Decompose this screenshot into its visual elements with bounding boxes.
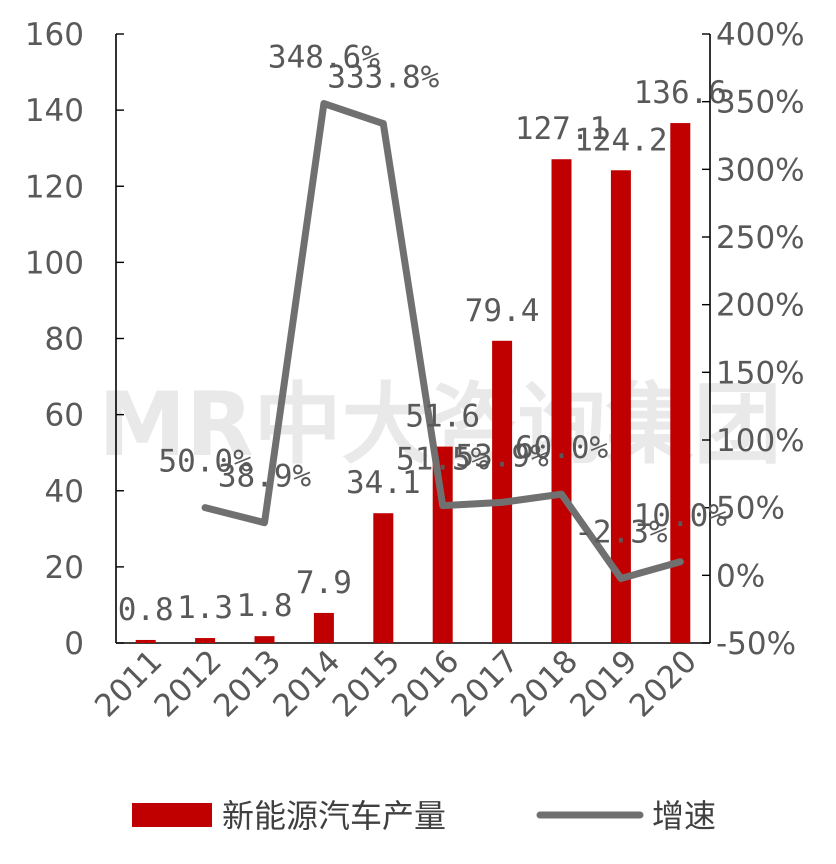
bar — [254, 636, 275, 643]
line-value-label: -2.3% — [574, 514, 668, 550]
bar-value-label: 1.3 — [177, 590, 233, 626]
line-value-label: 60.0% — [515, 430, 609, 466]
bar-value-label: 51.6 — [405, 399, 480, 435]
right-tick-label: 250% — [716, 220, 805, 256]
right-tick-label: 50% — [716, 491, 785, 527]
x-tick-label: 2011 — [88, 643, 169, 724]
right-tick-label: -50% — [716, 626, 796, 662]
line-value-label: 348.6% — [268, 40, 380, 76]
line-value-label: 53.9% — [455, 438, 549, 474]
bar — [135, 639, 156, 643]
bar-value-label: 136.6 — [634, 75, 727, 111]
x-tick-label: 2017 — [445, 643, 526, 724]
bar-series — [135, 123, 691, 644]
right-tick-label: 100% — [716, 423, 805, 459]
x-tick-label: 2014 — [266, 643, 347, 724]
line-value-label: 333.8% — [327, 60, 439, 96]
legend-bar-label: 新能源汽车产量 — [222, 797, 446, 835]
bar-value-label: 0.8 — [118, 592, 174, 628]
left-tick-label: 80 — [45, 322, 84, 358]
growth-line — [201, 100, 684, 582]
right-tick-label: 350% — [716, 85, 805, 121]
x-tick-label: 2016 — [385, 643, 466, 724]
right-tick-label: 300% — [716, 152, 805, 188]
bar — [670, 123, 691, 643]
bar-value-label: 34.1 — [346, 465, 421, 501]
bar — [313, 612, 334, 643]
right-tick-label: 200% — [716, 288, 805, 324]
bar-value-label: 7.9 — [296, 565, 352, 601]
x-tick-label: 2019 — [563, 643, 644, 724]
bar — [373, 513, 394, 643]
left-tick-label: 60 — [45, 398, 84, 434]
bar-value-label: 127.1 — [515, 111, 608, 147]
bar-value-label: 79.4 — [465, 293, 540, 329]
x-tick-label: 2020 — [623, 643, 704, 724]
left-tick-label: 20 — [45, 550, 84, 586]
line-value-label: 10.0% — [634, 498, 728, 534]
legend-bar-swatch — [132, 803, 212, 827]
x-tick-label: 2012 — [148, 643, 229, 724]
legend: 新能源汽车产量 增速 — [132, 797, 716, 835]
bar-value-label: 124.2 — [574, 122, 667, 158]
right-tick-label: 0% — [716, 558, 765, 594]
legend-line-label: 增速 — [652, 797, 716, 835]
left-tick-label: 140 — [25, 93, 84, 129]
x-tick-label: 2013 — [207, 643, 288, 724]
left-tick-label: 0 — [64, 626, 84, 662]
bar — [195, 638, 216, 643]
line-value-label: 50.0% — [158, 444, 252, 480]
line-value-label: 38.9% — [218, 459, 312, 495]
left-tick-label: 120 — [25, 169, 84, 205]
x-tick-label: 2018 — [504, 643, 585, 724]
x-tick-label: 2015 — [326, 643, 407, 724]
bar — [492, 340, 513, 643]
left-tick-label: 160 — [25, 17, 84, 53]
bar-value-label: 1.8 — [237, 588, 293, 624]
left-tick-label: 40 — [45, 474, 84, 510]
right-tick-label: 400% — [716, 17, 805, 53]
bar — [551, 159, 572, 643]
right-tick-label: 150% — [716, 355, 805, 391]
line-series — [201, 100, 684, 582]
line-value-label: 51.5% — [396, 442, 490, 478]
bar — [610, 170, 631, 644]
left-tick-label: 100 — [25, 245, 84, 281]
